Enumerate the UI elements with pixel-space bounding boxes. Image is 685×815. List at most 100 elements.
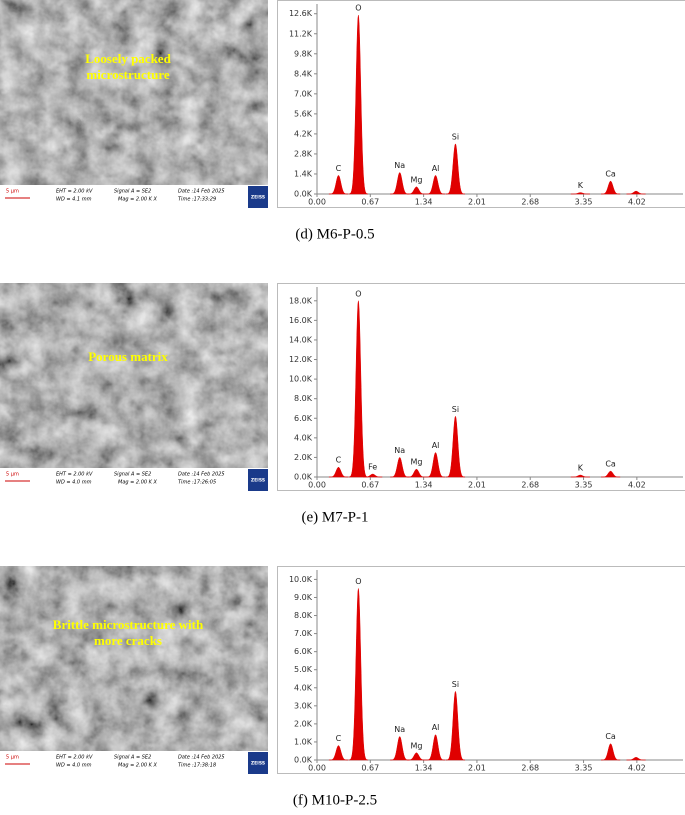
y-tick-label: 10.0K bbox=[289, 375, 313, 384]
sem-image bbox=[0, 0, 268, 185]
y-tick-label: 2.0K bbox=[294, 719, 313, 728]
peak-label: K bbox=[578, 464, 584, 473]
peak bbox=[406, 186, 427, 195]
x-tick-label: 4.02 bbox=[628, 764, 646, 773]
peak bbox=[601, 470, 621, 478]
image-annotation: Porous matrix bbox=[88, 349, 168, 364]
y-tick-label: 0.0K bbox=[294, 756, 313, 765]
time: Time :17:33:29 bbox=[178, 197, 216, 203]
chart-frame bbox=[277, 566, 685, 774]
y-tick-label: 6.0K bbox=[294, 647, 313, 656]
x-tick-label: 3.35 bbox=[575, 198, 593, 207]
image-annotation: Brittle microstructure with bbox=[53, 617, 204, 632]
y-tick-label: 12.6K bbox=[289, 9, 313, 18]
peak-label: Ca bbox=[605, 460, 616, 469]
y-tick-label: 5.6K bbox=[294, 109, 313, 118]
peak-label: C bbox=[336, 734, 342, 743]
y-tick-label: 0.0K bbox=[294, 190, 313, 199]
peak-label: Na bbox=[394, 161, 405, 170]
logo-box bbox=[248, 186, 268, 208]
y-tick-label: 4.0K bbox=[294, 433, 313, 442]
y-tick-label: 8.0K bbox=[294, 394, 313, 403]
y-tick-label: 10.0K bbox=[289, 575, 313, 584]
wd: WD = 4.0 mm bbox=[56, 480, 92, 486]
peak bbox=[328, 466, 349, 478]
y-tick-label: 12.0K bbox=[289, 355, 313, 364]
chart-frame bbox=[277, 283, 685, 491]
peak-label: Ca bbox=[605, 170, 616, 179]
scale-label: 5 µm bbox=[6, 755, 19, 761]
image-annotation: Loosely packed bbox=[85, 51, 171, 66]
y-tick-label: 4.0K bbox=[294, 683, 313, 692]
x-tick-label: 0.67 bbox=[361, 764, 379, 773]
peak-label: Si bbox=[452, 405, 459, 414]
peak bbox=[406, 752, 427, 761]
signal: Signal A = SE2 bbox=[114, 189, 151, 195]
peak bbox=[363, 473, 383, 478]
x-tick-label: 2.68 bbox=[521, 198, 539, 207]
peak bbox=[348, 15, 369, 195]
y-tick-label: 4.2K bbox=[294, 129, 313, 138]
y-tick-label: 11.2K bbox=[289, 29, 313, 38]
image-annotation: more cracks bbox=[94, 633, 162, 648]
peak-label: C bbox=[336, 456, 342, 465]
y-tick-label: 0.0K bbox=[294, 473, 313, 482]
mag: Mag = 2.00 K X bbox=[118, 763, 158, 769]
y-tick-label: 3.0K bbox=[294, 701, 313, 710]
peak-label: Mg bbox=[410, 175, 422, 184]
date: Date :14 Feb 2025 bbox=[178, 189, 225, 195]
time: Time :17:38:18 bbox=[178, 763, 216, 769]
logo: ZEISS bbox=[251, 761, 265, 767]
y-tick-label: 7.0K bbox=[294, 629, 313, 638]
eht: EHT = 2.00 kV bbox=[56, 472, 93, 478]
peak-label: Na bbox=[394, 725, 405, 734]
peak bbox=[601, 180, 621, 195]
date: Date :14 Feb 2025 bbox=[178, 755, 225, 761]
info-bar bbox=[0, 468, 268, 492]
peak bbox=[445, 143, 466, 195]
peak-label: Al bbox=[432, 441, 440, 450]
x-tick-label: 3.35 bbox=[575, 481, 593, 490]
peak-label: Al bbox=[432, 723, 440, 732]
x-tick-label: 0.00 bbox=[308, 764, 326, 773]
peak bbox=[570, 474, 590, 478]
eht: EHT = 2.00 kV bbox=[56, 189, 93, 195]
x-tick-label: 2.68 bbox=[521, 481, 539, 490]
y-tick-label: 1.0K bbox=[294, 737, 313, 746]
peak bbox=[425, 734, 446, 761]
x-tick-label: 2.01 bbox=[468, 764, 486, 773]
peak bbox=[425, 175, 446, 195]
peak-label: Mg bbox=[410, 458, 422, 467]
wd: WD = 4.0 mm bbox=[56, 763, 92, 769]
eht: EHT = 2.00 kV bbox=[56, 755, 93, 761]
chart-frame bbox=[277, 0, 685, 208]
y-tick-label: 9.8K bbox=[294, 49, 313, 58]
peak-label: K bbox=[578, 181, 584, 190]
y-tick-label: 8.4K bbox=[294, 69, 313, 78]
y-tick-label: 9.0K bbox=[294, 593, 313, 602]
x-tick-label: 3.35 bbox=[575, 764, 593, 773]
x-tick-label: 2.01 bbox=[468, 198, 486, 207]
mag: Mag = 2.00 K X bbox=[118, 197, 158, 203]
logo: ZEISS bbox=[251, 195, 265, 201]
peak bbox=[389, 736, 410, 761]
info-bar bbox=[0, 751, 268, 775]
x-tick-label: 2.01 bbox=[468, 481, 486, 490]
peak bbox=[445, 690, 466, 761]
y-tick-label: 7.0K bbox=[294, 89, 313, 98]
y-tick-label: 16.0K bbox=[289, 316, 313, 325]
peak bbox=[445, 415, 466, 478]
peak bbox=[348, 588, 369, 761]
peak-label: Si bbox=[452, 132, 459, 141]
mag: Mag = 2.00 K X bbox=[118, 480, 158, 486]
caption: (e) M7-P-1 bbox=[301, 509, 368, 525]
peak-label: Al bbox=[432, 164, 440, 173]
peak bbox=[626, 190, 646, 195]
peak bbox=[626, 757, 646, 761]
y-tick-label: 14.0K bbox=[289, 335, 313, 344]
x-tick-label: 0.67 bbox=[361, 481, 379, 490]
peak bbox=[570, 192, 590, 195]
x-tick-label: 4.02 bbox=[628, 198, 646, 207]
peak-label: Ca bbox=[605, 732, 616, 741]
image-annotation: microstructure bbox=[86, 67, 169, 82]
